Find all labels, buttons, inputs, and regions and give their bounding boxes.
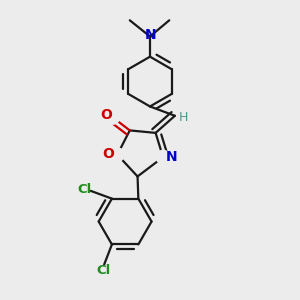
Text: N: N xyxy=(166,150,178,164)
Text: O: O xyxy=(100,108,112,122)
Circle shape xyxy=(110,148,124,161)
Text: Cl: Cl xyxy=(77,183,92,196)
Circle shape xyxy=(106,110,119,124)
Circle shape xyxy=(156,150,170,164)
Text: O: O xyxy=(103,147,115,161)
Text: N: N xyxy=(145,28,156,42)
Text: H: H xyxy=(178,110,188,124)
Text: Cl: Cl xyxy=(96,264,111,277)
